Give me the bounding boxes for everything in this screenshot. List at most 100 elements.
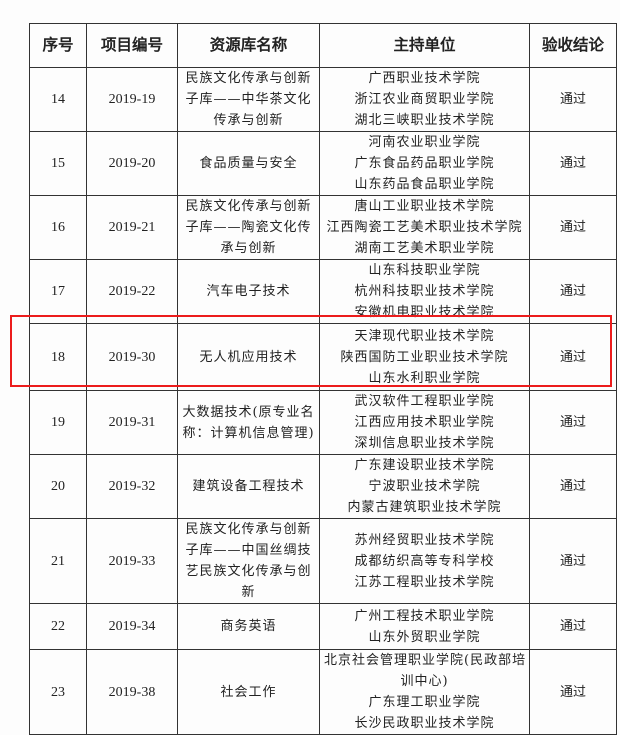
name-line: 民族文化传承与创新 [185,199,312,214]
cell-result: 通过 [529,195,617,260]
name-line: 传承与创新 [213,113,284,128]
name-line: 称：计算机信息管理) [182,425,315,441]
unit-line: 山东药品食品职业学院 [354,177,495,192]
cell-units: 唐山工业职业技术学院江西陶瓷工艺美术职业技术学院 湖南工艺美术职业学院 [319,195,530,260]
cell-no: 15 [29,131,87,196]
cell-code: 2019-22 [86,259,178,324]
unit-line: 湖南工艺美术职业学院 [354,241,495,256]
cell-no: 23 [29,649,87,735]
cell-no: 17 [29,259,87,324]
unit-line: 内蒙古建筑职业技术学院 [347,500,502,515]
unit-line: 武汉软件工程职业学院 [354,394,495,409]
unit-line: 广东建设职业技术学院 [354,458,495,473]
cell-units: 山东科技职业学院 杭州科技职业技术学院 安徽机电职业技术学院 [319,259,530,324]
table-row: 18 2019-30 无人机应用技术 天津现代职业技术学院 陕西国防工业职业技术学院 山东… [29,323,617,391]
table-row: 22 2019-34 商务英语 广州工程技术职业学院 山东外贸职业学院 通过 [29,603,617,650]
cell-code: 2019-31 [86,390,178,455]
header-result: 验收结论 [529,23,617,68]
header-no: 序号 [29,23,87,68]
cell-code: 2019-34 [86,603,178,650]
cell-name: 商务英语 [177,603,320,650]
unit-line: 长沙民政职业技术学院 [354,716,495,731]
unit-line: 成都纺织高等专科学校 [354,553,495,569]
unit-line: 河南农业职业学院 [368,135,481,150]
cell-name: 汽车电子技术 [177,259,320,324]
cell-name: 大数据技术(原专业名 称：计算机信息管理) [177,390,320,455]
cell-code: 2019-33 [86,518,178,604]
name-line: 子库——陶瓷文化传 [185,220,312,235]
name-line: 民族文化传承与创新 [185,522,312,537]
cell-result: 通过 [529,67,617,132]
cell-no: 14 [29,67,87,132]
name-line: 社会工作 [220,684,277,700]
cell-no: 20 [29,454,87,519]
cell-units: 天津现代职业技术学院 陕西国防工业职业技术学院 山东水利职业学院 [319,323,530,391]
cell-no: 19 [29,390,87,455]
cell-name: 民族文化传承与创新 子库——中国丝绸技 艺民族文化传承与创新 [177,518,320,604]
unit-line: 陕西国防工业职业技术学院 [340,349,509,365]
cell-no: 18 [29,323,87,391]
unit-line: 宁波职业技术学院 [368,479,481,494]
cell-name: 社会工作 [177,649,320,735]
unit-line: 广东理工职业学院 [368,695,481,710]
cell-result: 通过 [529,390,617,455]
cell-no: 22 [29,603,87,650]
unit-line: 山东外贸职业学院 [368,629,481,645]
cell-result: 通过 [529,259,617,324]
cell-code: 2019-32 [86,454,178,519]
cell-result: 通过 [529,603,617,650]
cell-code: 2019-38 [86,649,178,735]
unit-line: 北京社会管理职业学院(民政部培 [324,653,527,668]
unit-line: 训中心) [400,674,449,689]
table-row: 16 2019-21 民族文化传承与创新 子库——陶瓷文化传 承与创新 唐山工业职业技术学… [29,195,617,260]
unit-line: 广东食品药品职业学院 [354,156,495,171]
name-line: 子库——中华茶文化 [185,92,312,107]
header-name: 资源库名称 [177,23,320,68]
unit-line: 山东科技职业学院 [368,263,481,278]
unit-line: 广州工程技术职业学院 [354,608,495,624]
table-row: 17 2019-22 汽车电子技术 山东科技职业学院 杭州科技职业技术学院 安徽机电职业技… [29,259,617,324]
cell-result: 通过 [529,131,617,196]
table-row: 20 2019-32 建筑设备工程技术 广东建设职业技术学院 宁波职业技术学院内蒙古建筑… [29,454,617,519]
name-line: 食品质量与安全 [199,156,298,171]
cell-result: 通过 [529,454,617,519]
name-line: 承与创新 [220,241,277,256]
cell-code: 2019-20 [86,131,178,196]
name-line: 无人机应用技术 [199,349,298,365]
cell-code: 2019-21 [86,195,178,260]
unit-line: 天津现代职业技术学院 [354,328,495,344]
cell-name: 无人机应用技术 [177,323,320,391]
table-row: 15 2019-20 食品质量与安全 河南农业职业学院 广东食品药品职业学院 山东药品食品… [29,131,617,196]
unit-line: 唐山工业职业技术学院 [354,199,495,214]
cell-code: 2019-19 [86,67,178,132]
cell-name: 民族文化传承与创新 子库——陶瓷文化传 承与创新 [177,195,320,260]
unit-line: 杭州科技职业技术学院 [354,284,495,299]
cell-code: 2019-30 [86,323,178,391]
unit-line: 江西应用技术职业学院 [354,415,495,430]
cell-name: 建筑设备工程技术 [177,454,320,519]
unit-line: 安徽机电职业技术学院 [354,305,495,320]
table-row: 21 2019-33 民族文化传承与创新 子库——中国丝绸技 艺民族文化传承与创新苏州经… [29,518,617,604]
cell-units: 苏州经贸职业技术学院 成都纺织高等专科学校 江苏工程职业技术学院 [319,518,530,604]
header-code: 项目编号 [86,23,178,68]
cell-units: 广西职业技术学院 浙江农业商贸职业学院 湖北三峡职业技术学院 [319,67,530,132]
name-line: 大数据技术(原专业名 [182,404,315,420]
cell-name: 食品质量与安全 [177,131,320,196]
cell-result: 通过 [529,649,617,735]
cell-result: 通过 [529,518,617,604]
unit-line: 苏州经贸职业技术学院 [354,532,495,548]
unit-line: 广西职业技术学院 [368,71,481,86]
name-line: 建筑设备工程技术 [192,479,305,494]
unit-line: 江西陶瓷工艺美术职业技术学院 [326,220,523,235]
acceptance-table: 序号 项目编号 资源库名称 主持单位 验收结论 14 2019-19 民族文化传承与… [29,23,617,735]
cell-units: 武汉软件工程职业学院 江西应用技术职业学院 深圳信息职业技术学院 [319,390,530,455]
cell-units: 河南农业职业学院 广东食品药品职业学院 山东药品食品职业学院 [319,131,530,196]
table-row: 19 2019-31 大数据技术(原专业名 称：计算机信息管理) 武汉软件工程职业学院江… [29,390,617,455]
cell-units: 北京社会管理职业学院(民政部培 训中心) 广东理工职业学院 长沙民政职业技术学院 [319,649,530,735]
cell-no: 21 [29,518,87,604]
name-line: 民族文化传承与创新 [185,71,312,86]
cell-units: 广州工程技术职业学院 山东外贸职业学院 [319,603,530,650]
name-line: 新 [241,585,256,600]
unit-line: 山东水利职业学院 [368,370,481,386]
cell-result: 通过 [529,323,617,391]
